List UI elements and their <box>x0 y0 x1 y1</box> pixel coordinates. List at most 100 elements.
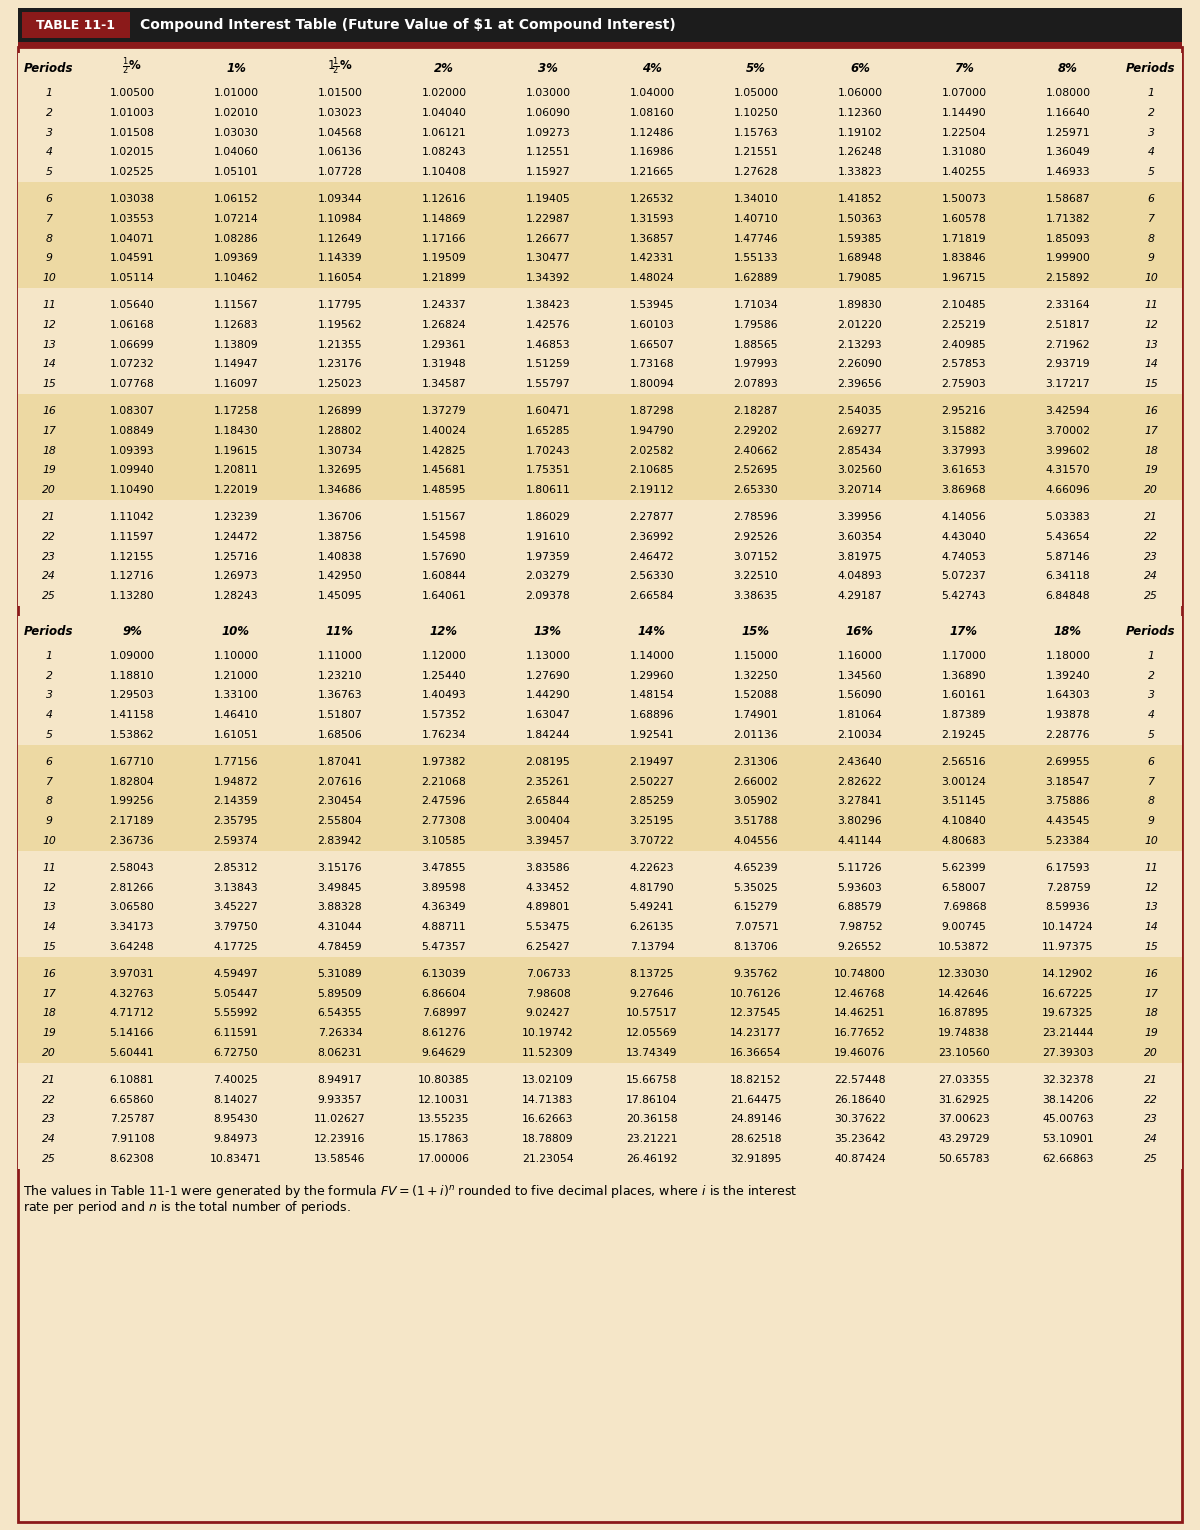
Text: 9.64629: 9.64629 <box>421 1048 467 1059</box>
Text: 1.19509: 1.19509 <box>421 254 467 263</box>
Bar <box>18 83 1182 103</box>
Bar <box>18 375 1182 395</box>
Text: 22: 22 <box>1144 532 1158 542</box>
Text: 1.36706: 1.36706 <box>318 513 362 522</box>
Text: 3.10585: 3.10585 <box>421 835 467 846</box>
Text: 5.62399: 5.62399 <box>942 863 986 874</box>
Text: 1.71819: 1.71819 <box>942 234 986 243</box>
Text: 3.38635: 3.38635 <box>733 591 779 601</box>
Text: 22: 22 <box>42 532 56 542</box>
Text: 1.37279: 1.37279 <box>421 405 467 416</box>
Text: 12.10031: 12.10031 <box>418 1094 470 1105</box>
Text: 1.51807: 1.51807 <box>318 710 362 721</box>
Bar <box>18 791 1182 811</box>
Text: 13: 13 <box>42 340 56 349</box>
Text: 24: 24 <box>1144 1134 1158 1144</box>
Text: 1.19615: 1.19615 <box>214 445 258 456</box>
Text: 8.62308: 8.62308 <box>109 1154 155 1164</box>
Text: 5.47357: 5.47357 <box>421 942 467 952</box>
Text: 2.18287: 2.18287 <box>733 405 779 416</box>
Text: 12.46768: 12.46768 <box>834 988 886 999</box>
Text: 15%: 15% <box>742 624 770 638</box>
Text: 2.15892: 2.15892 <box>1045 272 1091 283</box>
Text: 1.03038: 1.03038 <box>109 194 155 203</box>
Text: 4.14056: 4.14056 <box>942 513 986 522</box>
Bar <box>18 617 1182 646</box>
Text: 8.95430: 8.95430 <box>214 1114 258 1125</box>
Text: 5: 5 <box>46 167 53 177</box>
Text: 2.36992: 2.36992 <box>630 532 674 542</box>
Text: 1.16097: 1.16097 <box>214 379 258 389</box>
Text: 4: 4 <box>46 147 53 158</box>
Text: 3.64248: 3.64248 <box>109 942 155 952</box>
Text: 62.66863: 62.66863 <box>1043 1154 1093 1164</box>
Text: 17.86104: 17.86104 <box>626 1094 678 1105</box>
Bar <box>18 162 1182 182</box>
Text: 23.10560: 23.10560 <box>938 1048 990 1059</box>
Bar <box>18 103 1182 122</box>
Text: 1.28802: 1.28802 <box>318 425 362 436</box>
Text: 8.94917: 8.94917 <box>318 1076 362 1085</box>
Text: 3: 3 <box>46 690 53 701</box>
Text: 1.39240: 1.39240 <box>1045 670 1091 681</box>
Text: 1.33100: 1.33100 <box>214 690 258 701</box>
Text: 26.46192: 26.46192 <box>626 1154 678 1164</box>
Text: 12: 12 <box>42 883 56 892</box>
Text: 4: 4 <box>1147 147 1154 158</box>
Text: 6.25427: 6.25427 <box>526 942 570 952</box>
Text: The values in Table 11-1 were generated by the formula $FV = (1 + i)^n$ rounded : The values in Table 11-1 were generated … <box>23 1183 798 1200</box>
Text: 7.07571: 7.07571 <box>733 923 779 932</box>
Text: 5.23384: 5.23384 <box>1045 835 1091 846</box>
Text: 2.58043: 2.58043 <box>109 863 155 874</box>
Text: 1.36763: 1.36763 <box>318 690 362 701</box>
Text: 1.46410: 1.46410 <box>214 710 258 721</box>
Text: 2.59374: 2.59374 <box>214 835 258 846</box>
Text: 6: 6 <box>46 194 53 203</box>
Text: 1.51259: 1.51259 <box>526 360 570 369</box>
Text: 15.66758: 15.66758 <box>626 1076 678 1085</box>
Text: 26.18640: 26.18640 <box>834 1094 886 1105</box>
Bar <box>18 964 1182 984</box>
Text: 2.52695: 2.52695 <box>733 465 779 476</box>
Text: 1.60471: 1.60471 <box>526 405 570 416</box>
Text: 1.99256: 1.99256 <box>109 797 155 806</box>
Bar <box>18 122 1182 142</box>
Text: 3.05902: 3.05902 <box>733 797 779 806</box>
Text: 8.13706: 8.13706 <box>733 942 779 952</box>
Text: 3.00404: 3.00404 <box>526 817 570 826</box>
Text: 6.26135: 6.26135 <box>630 923 674 932</box>
Text: 1.87041: 1.87041 <box>318 757 362 767</box>
Text: 1.64303: 1.64303 <box>1045 690 1091 701</box>
Bar <box>18 190 1182 208</box>
Text: 1.10462: 1.10462 <box>214 272 258 283</box>
Text: 3.07152: 3.07152 <box>733 551 779 562</box>
Text: 4.29187: 4.29187 <box>838 591 882 601</box>
Text: 1.10408: 1.10408 <box>421 167 467 177</box>
Text: 1.52088: 1.52088 <box>733 690 779 701</box>
Text: 1.06699: 1.06699 <box>109 340 155 349</box>
Text: 1.42331: 1.42331 <box>630 254 674 263</box>
Text: 6.17593: 6.17593 <box>1045 863 1091 874</box>
Text: 1.71034: 1.71034 <box>733 300 779 311</box>
Bar <box>18 268 1182 288</box>
Text: 9.84973: 9.84973 <box>214 1134 258 1144</box>
Text: 14.42646: 14.42646 <box>938 988 990 999</box>
Text: 23: 23 <box>1144 1114 1158 1125</box>
Text: 1.16640: 1.16640 <box>1045 107 1091 118</box>
Bar <box>18 526 1182 546</box>
Text: 31.62925: 31.62925 <box>938 1094 990 1105</box>
Text: 2.31306: 2.31306 <box>733 757 779 767</box>
Text: 8: 8 <box>1147 797 1154 806</box>
Text: 8: 8 <box>46 234 53 243</box>
Text: 2.30454: 2.30454 <box>318 797 362 806</box>
Text: 6: 6 <box>1147 194 1154 203</box>
Text: 12: 12 <box>42 320 56 329</box>
Text: 2.35261: 2.35261 <box>526 777 570 786</box>
Text: 1.59385: 1.59385 <box>838 234 882 243</box>
Text: 3.42594: 3.42594 <box>1045 405 1091 416</box>
Text: 23: 23 <box>42 551 56 562</box>
Text: 8.61276: 8.61276 <box>421 1028 467 1039</box>
Text: 1.31080: 1.31080 <box>942 147 986 158</box>
Text: 2.69955: 2.69955 <box>1045 757 1091 767</box>
Text: 1.60161: 1.60161 <box>942 690 986 701</box>
